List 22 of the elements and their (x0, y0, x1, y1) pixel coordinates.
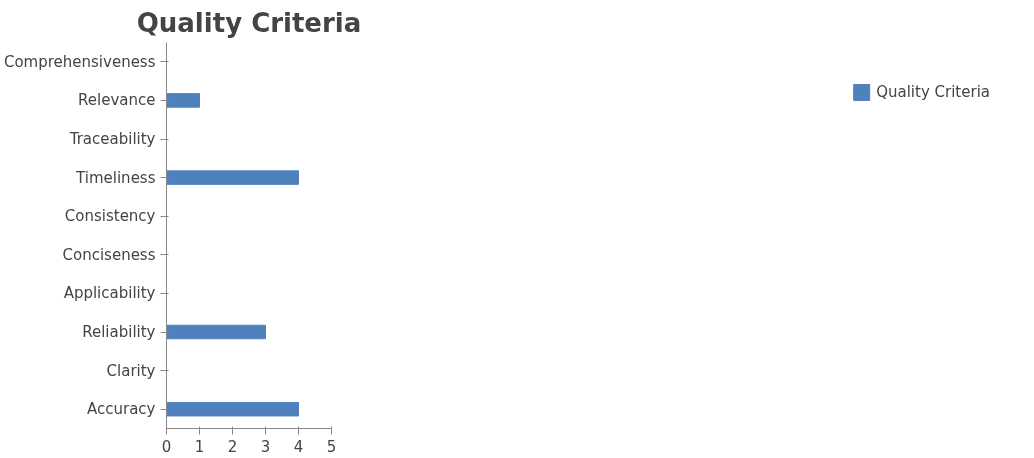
y-tick-label: Timeliness (75, 168, 156, 187)
y-tick-label: Applicability (63, 284, 156, 303)
x-tick-label: 5 (326, 437, 337, 456)
y-tick-label: Clarity (106, 361, 156, 380)
x-tick-label: 0 (161, 437, 172, 456)
bar (166, 170, 299, 185)
y-tick-label: Traceability (68, 130, 156, 148)
bar (166, 401, 299, 417)
x-tick-label: 1 (194, 437, 205, 456)
bar (166, 324, 266, 340)
y-tick-label: Relevance (78, 91, 156, 110)
y-tick-label: Comprehensiveness (3, 52, 156, 71)
x-tick-label: 2 (227, 437, 238, 456)
y-tick-label: Conciseness (62, 245, 156, 264)
bar (166, 93, 200, 108)
y-tick-label: Reliability (82, 323, 156, 341)
chart-title: Quality Criteria (136, 7, 362, 38)
y-tick-label: Consistency (64, 207, 156, 226)
x-tick-label: 4 (293, 437, 304, 456)
legend-label: Quality Criteria (876, 83, 990, 101)
y-tick-label: Accuracy (87, 400, 156, 419)
x-tick-label: 3 (260, 437, 271, 456)
